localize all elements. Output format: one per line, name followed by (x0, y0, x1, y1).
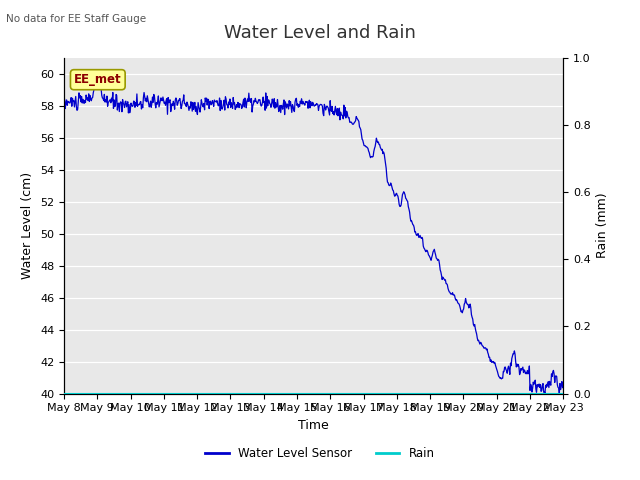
Legend: Water Level Sensor, Rain: Water Level Sensor, Rain (200, 442, 440, 465)
X-axis label: Time: Time (298, 419, 329, 432)
Text: EE_met: EE_met (74, 73, 122, 86)
Y-axis label: Rain (mm): Rain (mm) (596, 193, 609, 258)
Text: No data for EE Staff Gauge: No data for EE Staff Gauge (6, 14, 147, 24)
Text: Water Level and Rain: Water Level and Rain (224, 24, 416, 42)
Y-axis label: Water Level (cm): Water Level (cm) (22, 172, 35, 279)
